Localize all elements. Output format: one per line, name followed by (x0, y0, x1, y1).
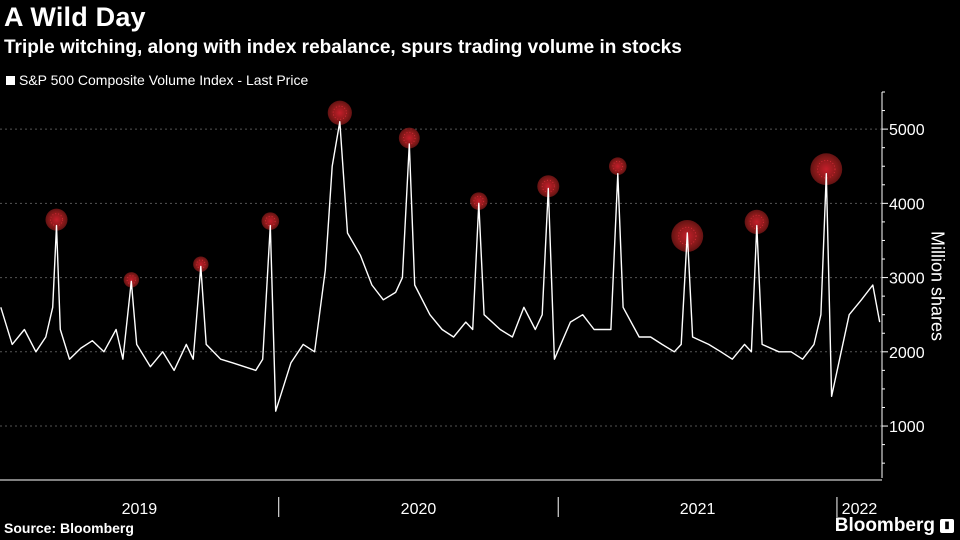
highlight-circle (398, 127, 420, 149)
y-axis-label: Million shares (927, 230, 948, 342)
bloomberg-icon: ▮ (940, 519, 954, 533)
highlight-circle (261, 212, 280, 230)
highlight-circle (537, 175, 560, 198)
x-tick-label: 2019 (122, 501, 158, 518)
highlight-ring (332, 105, 347, 120)
highlight-circle (470, 192, 488, 210)
highlight-circle (123, 272, 140, 288)
highlight-circle (744, 209, 769, 235)
highlight-circle (810, 153, 843, 186)
x-tick-label: 2022 (842, 501, 878, 518)
legend: S&P 500 Composite Volume Index - Last Pr… (6, 72, 308, 88)
highlight-circle (327, 100, 352, 125)
highlight-ring (816, 159, 836, 179)
x-axis: 2019 2020 2021 2022 (0, 479, 882, 518)
highlight-ring (264, 215, 276, 227)
chart-title: A Wild Day (4, 2, 146, 32)
brand-logo: Bloomberg ▮ (835, 515, 954, 537)
y-tick-label: 1000 (889, 419, 925, 436)
highlight-circle (608, 157, 627, 176)
x-tick-label: 2021 (680, 501, 716, 518)
chart-subtitle: Triple witching, along with index rebala… (4, 37, 682, 58)
highlight-ring (612, 160, 624, 172)
highlight-ring (473, 195, 485, 207)
x-tick-label: 2020 (401, 501, 437, 518)
y-tick-label: 2000 (889, 345, 925, 362)
highlight-ring (403, 131, 416, 145)
series-line-layer (0, 120, 881, 412)
legend-swatch (6, 75, 15, 85)
y-tick-label: 3000 (889, 271, 925, 288)
y-axis: 1000 2000 3000 4000 5000 (881, 91, 925, 478)
y-tick-label: 4000 (889, 196, 925, 213)
y-tick-label: 5000 (889, 122, 925, 139)
highlight-markers (45, 100, 843, 288)
grid-lines (0, 128, 882, 427)
legend-label: S&P 500 Composite Volume Index - Last Pr… (19, 72, 309, 88)
source-note: Source: Bloomberg (4, 520, 134, 536)
highlight-ring (749, 214, 764, 230)
highlight-ring (678, 226, 697, 246)
brand-name: Bloomberg (834, 515, 935, 536)
highlight-circle (45, 208, 68, 231)
highlight-circle (193, 256, 209, 272)
series-line-0 (0, 120, 881, 412)
